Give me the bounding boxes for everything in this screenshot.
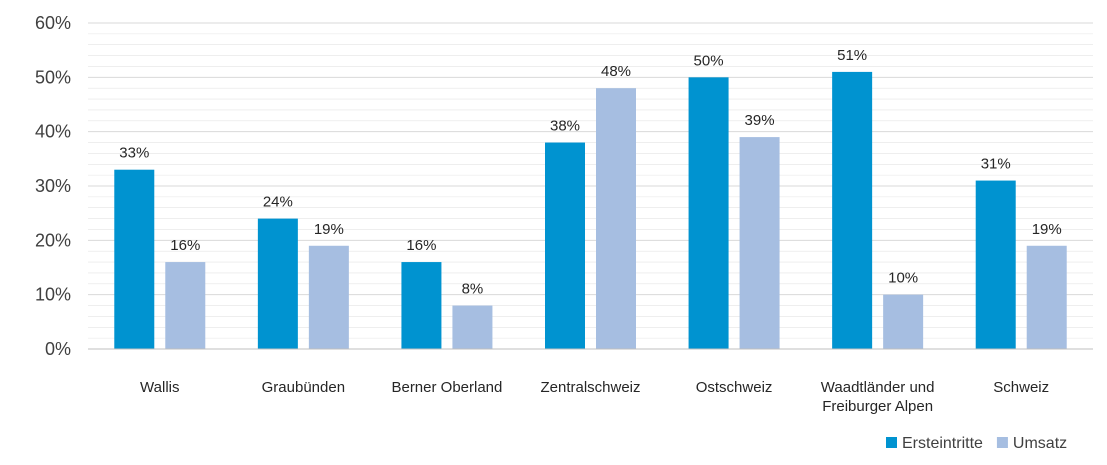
bar-ersteintritte <box>114 169 155 349</box>
y-tick-label: 30% <box>35 176 71 196</box>
bar-ersteintritte <box>401 262 442 349</box>
data-label: 19% <box>314 221 344 238</box>
data-label: 8% <box>462 281 484 298</box>
data-label: 33% <box>119 145 149 162</box>
data-label: 50% <box>694 52 724 69</box>
data-label: 24% <box>263 194 293 211</box>
x-category-label: Zentralschweiz <box>540 379 640 396</box>
y-tick-label: 0% <box>45 339 71 359</box>
data-label: 16% <box>406 237 436 254</box>
y-axis-ticks: 0% 10% 20% 30% 40% 50% 60% <box>35 13 71 359</box>
bar-umsatz <box>883 294 924 349</box>
data-label: 48% <box>601 63 631 80</box>
bar-ersteintritte <box>688 77 729 349</box>
bars <box>114 71 1067 350</box>
data-label: 51% <box>837 47 867 64</box>
bar-umsatz <box>596 88 636 349</box>
y-tick-label: 50% <box>35 67 71 87</box>
bar-umsatz <box>739 137 780 349</box>
data-label: 38% <box>550 118 580 135</box>
data-labels: 33% 16% 24% 19% 16% 8% 38% 48% 50% 39% 51% 10% 31% 19… <box>119 47 1061 298</box>
legend-label: Ersteintritte <box>902 435 983 452</box>
x-axis-categories: Wallis Graubünden Berner Oberland Zentralsc… <box>140 379 1049 415</box>
legend-label: Umsatz <box>1013 435 1067 452</box>
x-category-label: Freiburger Alpen <box>822 398 933 415</box>
data-label: 10% <box>888 270 918 287</box>
bar-umsatz <box>452 305 493 349</box>
bar-ersteintritte <box>832 71 873 350</box>
y-tick-label: 10% <box>35 285 71 305</box>
data-label: 31% <box>981 156 1011 173</box>
x-category-label: Berner Oberland <box>391 379 502 396</box>
y-tick-label: 40% <box>35 122 71 142</box>
bar-ersteintritte <box>257 218 298 349</box>
bar-umsatz <box>308 245 349 349</box>
data-label: 39% <box>745 112 775 129</box>
bar-ersteintritte <box>545 142 585 349</box>
y-tick-label: 20% <box>35 230 71 250</box>
legend-swatch <box>886 437 897 448</box>
gridlines <box>88 22 1093 339</box>
legend: Ersteintritte Umsatz <box>886 435 1067 452</box>
x-category-label: Waadtländer und <box>821 379 935 396</box>
data-label: 16% <box>170 237 200 254</box>
bar-ersteintritte <box>975 180 1016 349</box>
legend-swatch <box>996 437 1008 448</box>
y-tick-label: 60% <box>35 13 71 33</box>
x-category-label: Schweiz <box>993 379 1049 396</box>
bar-umsatz <box>1026 245 1067 349</box>
bar-umsatz <box>165 262 206 349</box>
data-label: 19% <box>1032 221 1062 238</box>
x-category-label: Wallis <box>140 379 179 396</box>
x-category-label: Ostschweiz <box>696 379 773 396</box>
x-category-label: Graubünden <box>262 379 345 396</box>
